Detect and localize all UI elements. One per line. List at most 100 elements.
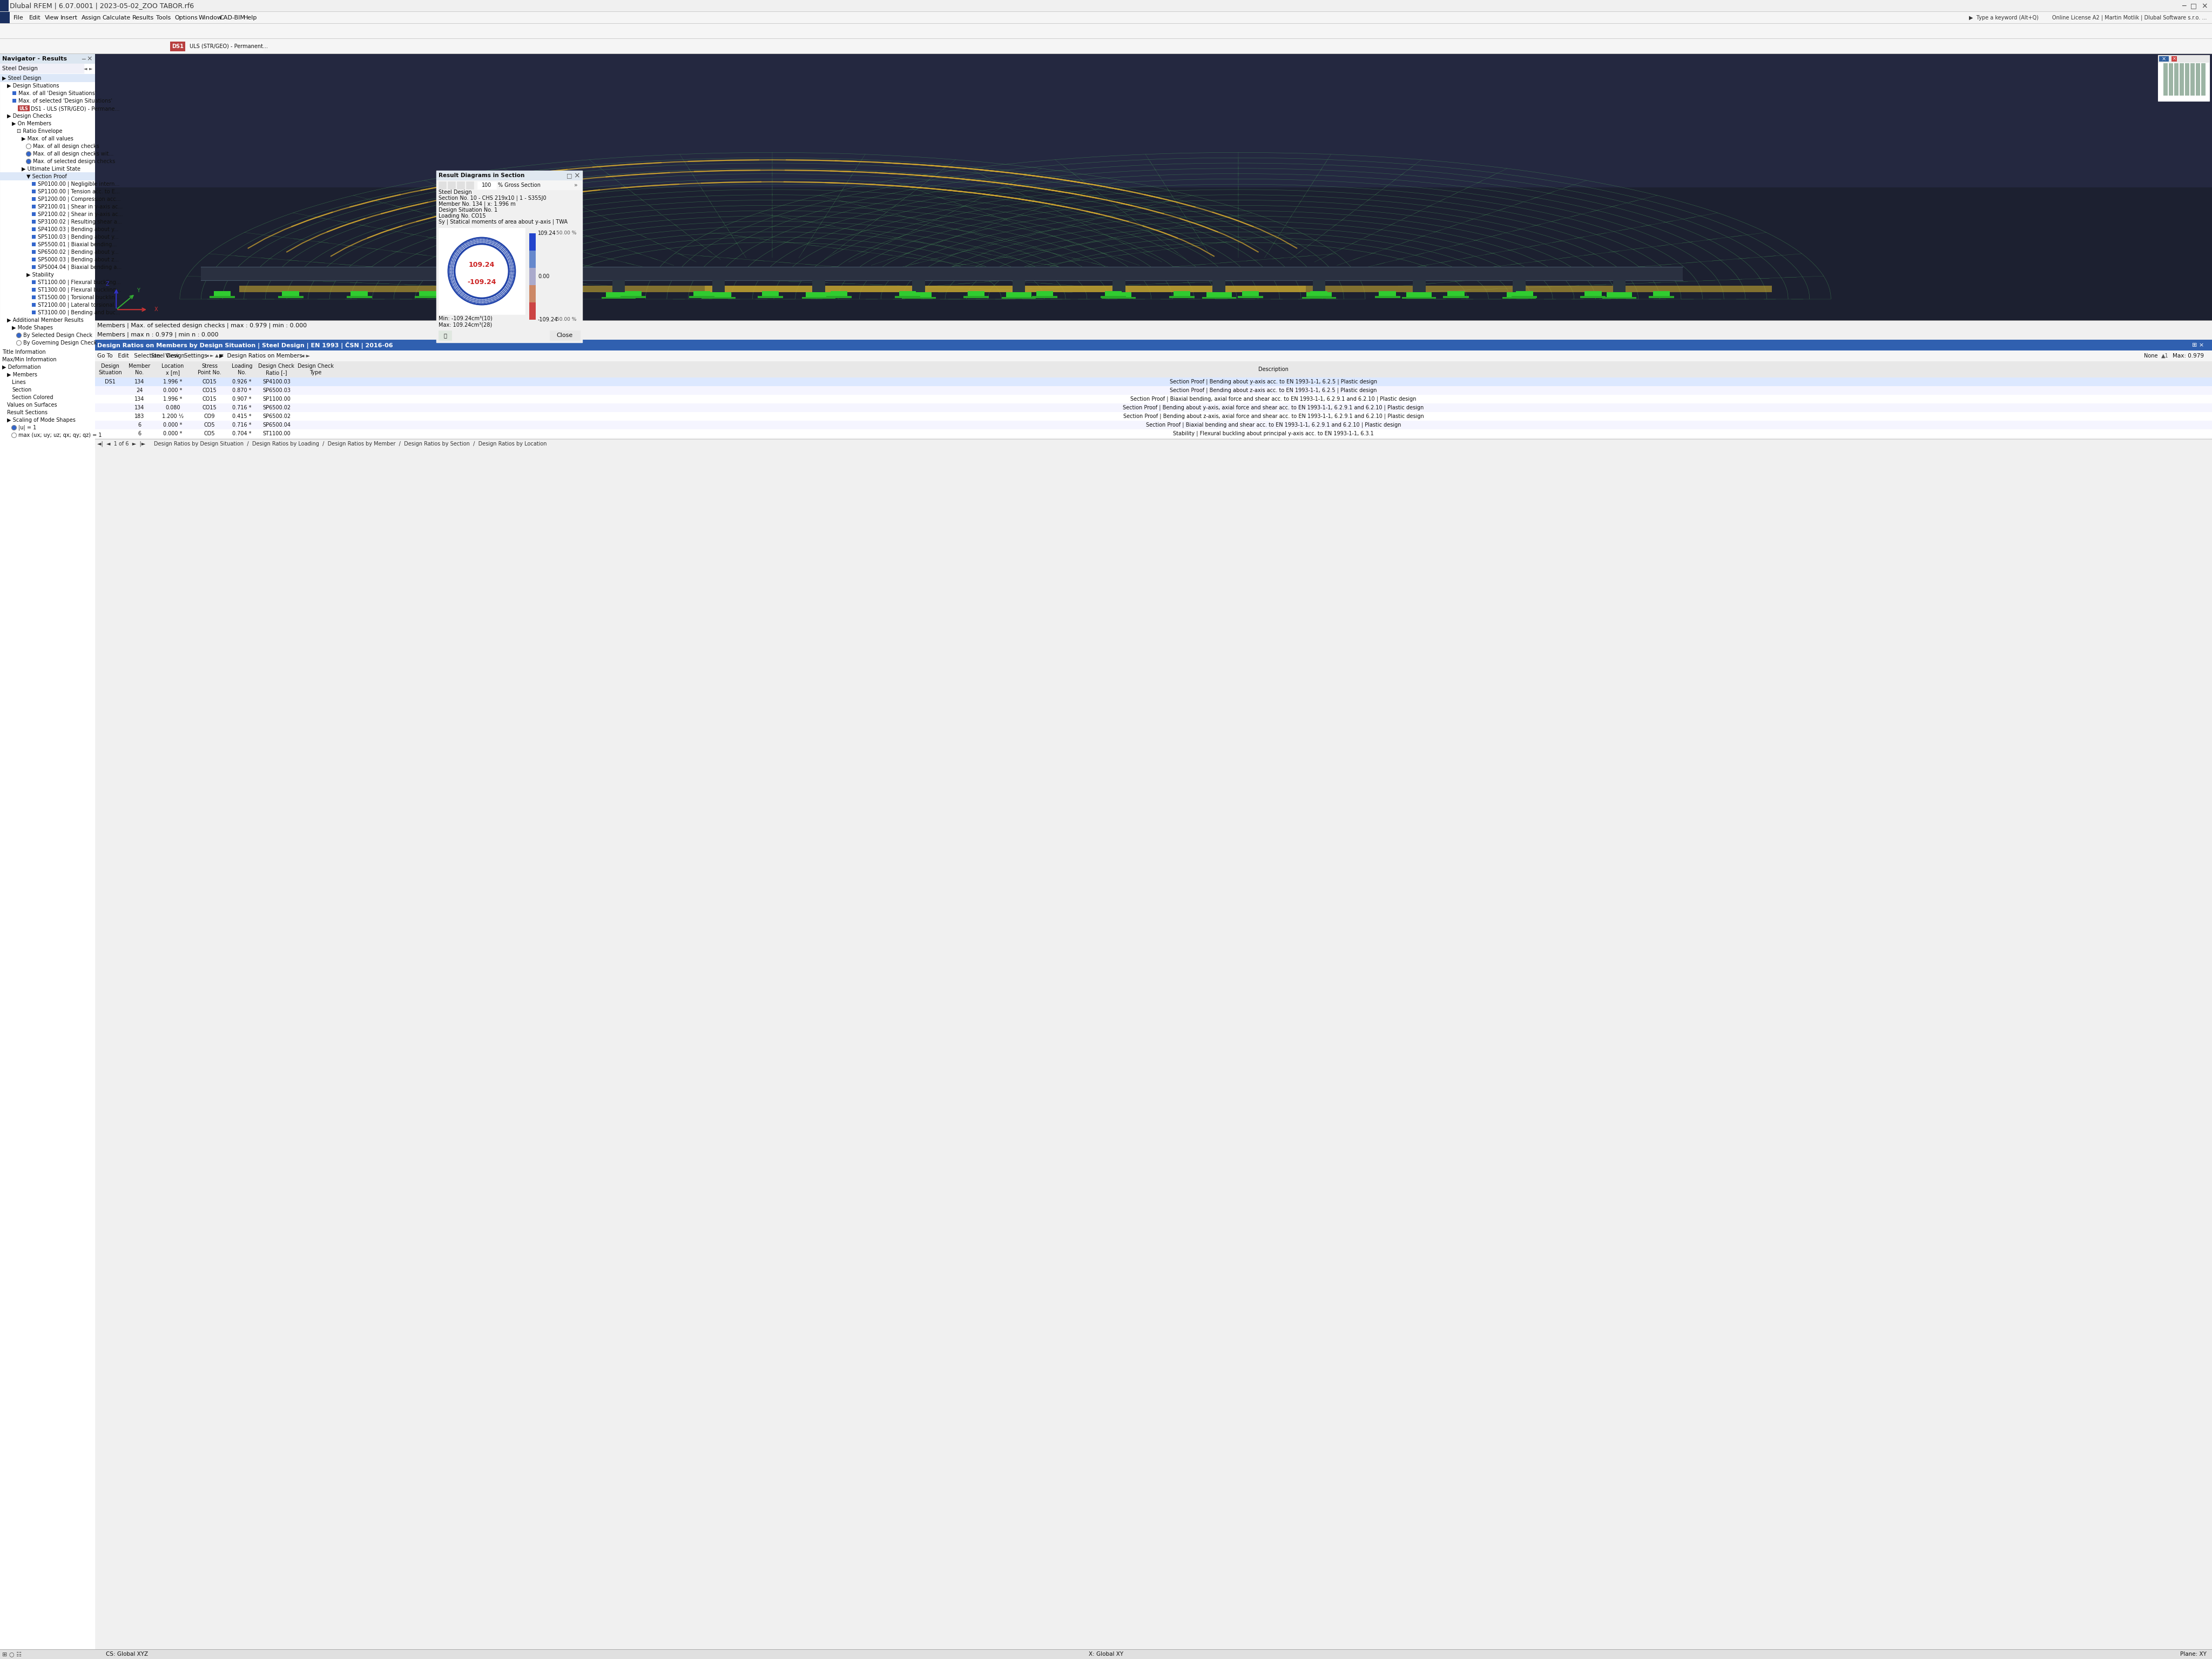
Bar — [622, 295, 646, 299]
Bar — [95, 350, 2212, 362]
Bar — [420, 290, 436, 297]
Text: Lines: Lines — [11, 380, 27, 385]
Text: X: X — [155, 307, 157, 312]
Bar — [436, 181, 582, 191]
Text: SP6500.03: SP6500.03 — [263, 388, 290, 393]
Bar — [1447, 290, 1464, 297]
Text: ▼ Section Proof: ▼ Section Proof — [27, 174, 66, 179]
Bar — [95, 55, 2212, 320]
Text: SP5000.03 | Bending about z...: SP5000.03 | Bending about z... — [38, 257, 119, 262]
Text: 24: 24 — [135, 388, 142, 393]
Text: 109.24: 109.24 — [538, 231, 555, 236]
Bar — [0, 55, 95, 1659]
Text: Result Diagrams in Section: Result Diagrams in Section — [438, 173, 524, 178]
Text: SP1100.00 | Tension acc. to E...: SP1100.00 | Tension acc. to E... — [38, 189, 119, 194]
Text: Section Proof | Biaxial bending, axial force and shear acc. to EN 1993-1-1, 6.2.: Section Proof | Biaxial bending, axial f… — [1130, 397, 1416, 401]
Text: Section Proof | Bending about y-axis, axial force and shear acc. to EN 1993-1-1,: Section Proof | Bending about y-axis, ax… — [1124, 405, 1425, 410]
Text: 0.716 *: 0.716 * — [232, 405, 252, 410]
Text: Assign: Assign — [82, 15, 102, 20]
Text: ST2100.00 | Lateral torsional...: ST2100.00 | Lateral torsional... — [38, 302, 119, 309]
Text: 0.870 *: 0.870 * — [232, 388, 252, 393]
Bar — [1312, 280, 1325, 294]
Bar — [438, 330, 451, 340]
Text: 0.704 *: 0.704 * — [232, 431, 252, 436]
Bar — [2159, 56, 2168, 61]
Bar — [467, 181, 473, 189]
Bar — [31, 189, 35, 194]
Text: 100: 100 — [482, 182, 491, 187]
Text: ◄ ►: ◄ ► — [301, 353, 310, 358]
Text: Design Check
Type: Design Check Type — [296, 363, 334, 375]
Text: Max: 0.979: Max: 0.979 — [2172, 353, 2203, 358]
Bar — [529, 267, 535, 285]
Bar — [31, 280, 35, 285]
Bar — [31, 219, 35, 224]
Bar — [1106, 292, 1133, 297]
Text: ▶ Design Situations: ▶ Design Situations — [7, 83, 60, 88]
Bar — [553, 295, 577, 299]
Bar — [188, 41, 263, 51]
Bar — [31, 280, 35, 284]
Bar — [613, 280, 624, 294]
Bar — [2172, 56, 2177, 61]
Bar — [0, 173, 95, 181]
Bar — [31, 181, 35, 186]
Bar — [2190, 63, 2194, 96]
Bar — [529, 234, 535, 251]
Text: Stress
Point No.: Stress Point No. — [197, 363, 221, 375]
Bar — [31, 227, 35, 232]
Text: ULS: ULS — [20, 106, 29, 111]
Text: ◄|  ◄  1 of 6  ►  |►     Design Ratios by Design Situation  /  Design Ratios by : ◄| ◄ 1 of 6 ► |► Design Ratios by Design… — [97, 441, 546, 446]
Bar — [352, 290, 367, 297]
Text: DS1 - ULS (STR/GEO) - Permane...: DS1 - ULS (STR/GEO) - Permane... — [31, 106, 119, 111]
Text: ◄: ◄ — [84, 66, 86, 71]
Bar — [13, 100, 15, 103]
Text: ▶ Max. of all values: ▶ Max. of all values — [22, 136, 73, 141]
Bar — [529, 251, 535, 267]
Text: Section No. 10 - CHS 219x10 | 1 - S355J0: Section No. 10 - CHS 219x10 | 1 - S355J0 — [438, 196, 546, 201]
Text: ◄ ► ▲ ▼: ◄ ► ▲ ▼ — [206, 353, 223, 358]
Bar — [11, 91, 18, 96]
Text: Max. of all design checks: Max. of all design checks — [33, 144, 100, 149]
Text: ─: ─ — [82, 56, 86, 61]
Bar — [830, 290, 847, 297]
Text: Member
No.: Member No. — [128, 363, 150, 375]
Text: ▶ Stability: ▶ Stability — [27, 272, 53, 277]
Text: ▶ Members: ▶ Members — [7, 372, 38, 378]
Bar — [2201, 63, 2205, 96]
Bar — [436, 171, 582, 342]
Bar — [0, 23, 2212, 38]
Text: By Governing Design Check: By Governing Design Check — [22, 340, 97, 345]
Text: 0.907 *: 0.907 * — [232, 397, 252, 401]
Text: SP6500.02 | Bending about y...: SP6500.02 | Bending about y... — [38, 249, 119, 255]
Bar — [31, 234, 35, 239]
Text: Max: 109.24cm³(28): Max: 109.24cm³(28) — [438, 322, 491, 328]
Text: CO9: CO9 — [204, 413, 215, 420]
Bar — [690, 295, 714, 299]
Bar — [31, 204, 35, 209]
Bar — [626, 290, 641, 297]
Bar — [95, 421, 2212, 430]
Text: 1.996 *: 1.996 * — [164, 397, 181, 401]
Text: 0.926 *: 0.926 * — [232, 380, 252, 385]
Bar — [1613, 280, 1626, 294]
Text: Steel Design: Steel Design — [150, 353, 184, 358]
Text: DS1: DS1 — [104, 380, 115, 385]
Bar — [1104, 290, 1121, 297]
Bar — [31, 302, 35, 307]
Text: Members | Max. of selected design checks | max : 0.979 | min : 0.000: Members | Max. of selected design checks… — [97, 324, 307, 328]
Bar — [1035, 290, 1053, 297]
Text: CO15: CO15 — [201, 380, 217, 385]
Bar — [2163, 63, 2168, 96]
Bar — [898, 290, 916, 297]
Text: ─: ─ — [2181, 2, 2185, 10]
Text: 0.000 *: 0.000 * — [164, 388, 181, 393]
Text: Close: Close — [557, 333, 573, 338]
Text: -109.24: -109.24 — [467, 279, 495, 285]
Bar — [1206, 292, 1232, 297]
Text: ×: × — [2172, 56, 2177, 61]
Text: 0.00: 0.00 — [538, 274, 549, 279]
Text: Values on Surfaces: Values on Surfaces — [7, 403, 58, 408]
Text: ▶  Type a keyword (Alt+Q)        Online License A2 | Martin Motlik | Dlubal Soft: ▶ Type a keyword (Alt+Q) Online License … — [1969, 15, 2208, 20]
Bar — [95, 378, 2212, 387]
